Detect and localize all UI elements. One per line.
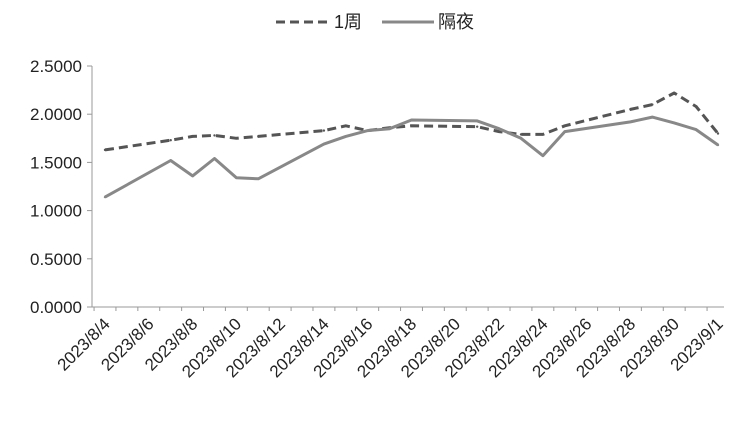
data-point — [322, 129, 326, 132]
data-point — [497, 127, 501, 130]
data-point — [497, 130, 501, 133]
data-point — [716, 143, 720, 147]
data-point — [213, 157, 216, 160]
legend-label-1: 1周 — [334, 12, 362, 32]
legend: 1周 隔夜 — [276, 12, 474, 32]
y-tick-label: 1.5000 — [30, 153, 82, 172]
data-point — [476, 125, 479, 128]
data-point — [694, 105, 698, 108]
data-point — [103, 148, 107, 152]
y-tick-label: 2.0000 — [30, 105, 82, 124]
data-point — [519, 133, 523, 136]
data-point — [213, 134, 216, 137]
data-point — [673, 121, 676, 125]
data-point — [191, 174, 194, 178]
x-axis: 2023/8/42023/8/62023/8/82023/8/102023/8/… — [54, 306, 727, 381]
data-point — [563, 130, 566, 133]
data-point — [694, 128, 698, 131]
data-point — [716, 132, 720, 135]
data-point — [563, 124, 566, 128]
data-point — [169, 159, 172, 162]
data-point — [235, 137, 238, 140]
series-line-2 — [104, 115, 719, 199]
data-point — [257, 177, 260, 180]
data-point — [169, 139, 172, 142]
y-axis: 0.0000 0.5000 1.0000 1.5000 2.0000 2.5000 — [30, 57, 93, 317]
data-point — [388, 127, 391, 130]
data-point — [322, 142, 326, 146]
data-point — [344, 135, 347, 138]
y-tick-label: 1.0000 — [30, 202, 82, 221]
data-point — [476, 119, 479, 123]
data-point — [629, 108, 632, 111]
data-point — [257, 135, 260, 138]
data-point — [410, 124, 413, 128]
data-point — [235, 176, 238, 179]
data-point — [651, 115, 654, 119]
data-point — [673, 91, 676, 95]
y-tick-label: 0.0000 — [30, 298, 82, 317]
legend-label-2: 隔夜 — [438, 12, 474, 32]
series-layer — [103, 91, 720, 199]
data-point — [410, 118, 413, 122]
data-point — [629, 120, 632, 124]
y-tick-label: 0.5000 — [30, 250, 82, 269]
y-tick-label: 2.5000 — [30, 57, 82, 76]
data-point — [344, 124, 347, 128]
data-point — [541, 154, 545, 157]
data-point — [103, 195, 107, 199]
data-point — [366, 129, 369, 132]
data-point — [541, 133, 545, 136]
data-point — [191, 135, 194, 138]
data-point — [651, 103, 654, 106]
data-point — [519, 137, 523, 140]
